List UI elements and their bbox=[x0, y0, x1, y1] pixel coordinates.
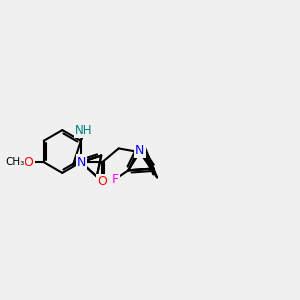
Text: CH₃: CH₃ bbox=[5, 157, 24, 167]
Text: O: O bbox=[23, 156, 33, 169]
Text: NH: NH bbox=[75, 124, 93, 137]
Text: N: N bbox=[77, 156, 86, 169]
Text: F: F bbox=[111, 173, 118, 186]
Text: N: N bbox=[135, 144, 144, 157]
Text: O: O bbox=[97, 175, 107, 188]
